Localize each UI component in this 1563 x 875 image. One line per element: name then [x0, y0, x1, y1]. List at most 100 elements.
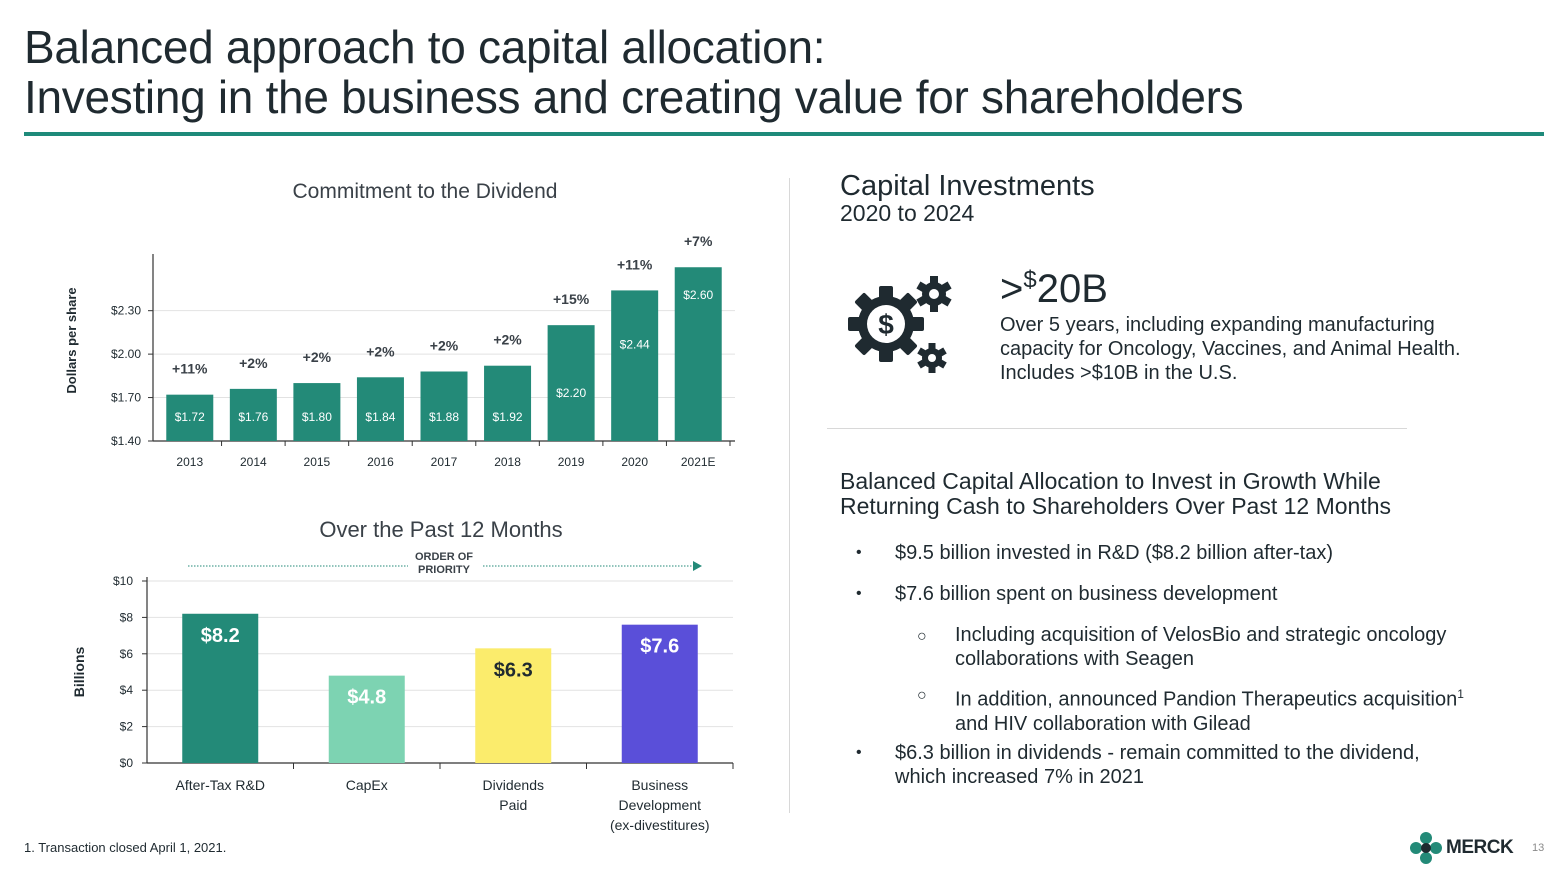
chart1-bar [547, 325, 595, 441]
chart2-ytick-label: $0 [120, 756, 134, 770]
chart2-ylabel: Billions [71, 647, 87, 698]
chart1-title: Commitment to the Dividend [293, 180, 558, 203]
chart2-category-label: After-Tax R&D [176, 777, 265, 793]
chart2-category-label: CapEx [346, 777, 388, 793]
chart1-bar [293, 383, 341, 441]
chart2-ytick-label: $4 [120, 683, 134, 697]
chart1-growth-label: +7% [684, 233, 713, 249]
footnote-ref: 1 [1457, 687, 1464, 701]
chart1-value-label: $1.80 [302, 410, 332, 424]
chart1-value-label: $1.88 [429, 410, 459, 424]
chart1-xtick-label: 2020 [621, 455, 648, 469]
chart1-bar [229, 388, 277, 441]
title-line-1: Balanced approach to capital allocation: [24, 21, 826, 73]
chart1-growth-label: +2% [430, 337, 459, 353]
bullet-text: $6.3 billion in dividends - remain commi… [895, 742, 1420, 788]
bullet-marker: • [856, 585, 862, 602]
chart1-xtick-label: 2015 [304, 455, 331, 469]
chart1-ytick-label: $1.40 [111, 434, 141, 448]
slide-title: Balanced approach to capital allocation:… [24, 21, 1244, 123]
chart2-bar [328, 675, 405, 763]
chart1-value-label: $1.76 [238, 410, 268, 424]
bullet-marker: • [856, 744, 862, 761]
chart2-value-label: $6.3 [494, 659, 533, 681]
amount-value: 20B [1036, 267, 1108, 311]
chart2-value-label: $8.2 [201, 625, 240, 647]
chart1-value-label: $2.20 [556, 386, 586, 400]
chart1-xtick-label: 2018 [494, 455, 521, 469]
chart2-category-label: Paid [499, 797, 527, 813]
sub-bullet-text: In addition, announced Pandion Therapeut… [955, 682, 1475, 736]
chart1-xtick-label: 2016 [367, 455, 394, 469]
chart2-ytick-label: $8 [120, 610, 134, 624]
chart1-growth-label: +2% [239, 355, 268, 371]
chart1-growth-label: +2% [493, 332, 522, 348]
capital-investments-title: Capital Investments [840, 170, 1095, 202]
chart1-value-label: $1.72 [175, 410, 205, 424]
chart1-ytick-label: $2.00 [111, 347, 141, 361]
chart2-bar [182, 613, 259, 763]
title-line-2: Investing in the business and creating v… [24, 71, 1244, 123]
chart1-xtick-label: 2019 [558, 455, 585, 469]
chart2-annotation-line2: PRIORITY [418, 564, 471, 576]
chart1-growth-label: +11% [172, 361, 208, 377]
pandion-text: In addition, announced Pandion Therapeut… [955, 688, 1458, 711]
chart2-category-label: Development [619, 797, 702, 813]
chart2-ytick-label: $2 [120, 720, 134, 734]
chart1-value-label: $1.84 [365, 410, 395, 424]
title-rule [24, 132, 1544, 136]
chart2-category-label: Dividends [483, 777, 544, 793]
chart1-bar [484, 365, 532, 441]
chart1-bar [611, 290, 659, 441]
amount-prefix: > [1000, 267, 1024, 311]
column-divider [789, 178, 790, 813]
capital-investment-description: Over 5 years, including expanding manufa… [1000, 314, 1461, 384]
merck-logo-icon [1410, 832, 1442, 864]
amount-currency: $ [1023, 266, 1037, 294]
merck-logo-text: MERCK [1446, 837, 1514, 858]
chart2-category-label: (ex-divestitures) [610, 817, 710, 833]
sub-bullet-text: Including acquisition of VelosBio and st… [955, 624, 1447, 670]
chart2-title: Over the Past 12 Months [319, 517, 562, 542]
bullet-text: $9.5 billion invested in R&D ($8.2 billi… [895, 542, 1333, 564]
chart1-xtick-label: 2013 [176, 455, 203, 469]
footnote: 1. Transaction closed April 1, 2021. [24, 840, 227, 855]
chart1-bar [420, 371, 468, 441]
chart1-growth-label: +2% [366, 343, 395, 359]
chart1-xtick-label: 2014 [240, 455, 267, 469]
chart1-bar [356, 377, 404, 441]
chart1-value-label: $2.60 [683, 288, 713, 302]
bullet-marker: • [856, 544, 862, 561]
dividend-chart: Commitment to the Dividend Dollars per sh… [64, 180, 735, 469]
page-number: 13 [1532, 842, 1545, 854]
gears-dollar-icon: $ [848, 276, 952, 373]
gilead-text: and HIV collaboration with Gilead [955, 712, 1251, 735]
chart2-priority-arrowhead [693, 561, 702, 571]
chart1-ytick-label: $1.70 [111, 391, 141, 405]
chart2-bar [621, 624, 698, 763]
chart1-xtick-label: 2017 [431, 455, 458, 469]
chart2-value-label: $7.6 [640, 636, 679, 658]
bullet-text: $7.6 billion spent on business developme… [895, 583, 1278, 605]
chart1-bar [166, 394, 214, 441]
sub-bullet-marker: ○ [917, 628, 927, 645]
chart1-value-label: $2.44 [620, 337, 650, 351]
chart1-growth-label: +15% [553, 291, 590, 307]
chart1-ytick-label: $2.30 [111, 304, 141, 318]
chart1-xtick-label: 2021E [681, 455, 716, 469]
chart1-value-label: $1.92 [493, 410, 523, 424]
chart1-ylabel: Dollars per share [64, 287, 79, 393]
svg-text:$: $ [878, 309, 894, 340]
capital-investment-amount: >$20B [1000, 265, 1108, 313]
section-divider [827, 428, 1407, 429]
chart2-value-label: $4.8 [347, 687, 386, 709]
chart2-annotation-line1: ORDER OF [415, 551, 473, 563]
chart2-bar [475, 648, 552, 763]
chart2-category-label: Business [631, 777, 688, 793]
chart2-ytick-label: $6 [120, 647, 134, 661]
capital-investments-subtitle: 2020 to 2024 [840, 200, 975, 226]
chart2-ytick-label: $10 [113, 574, 133, 588]
chart1-growth-label: +2% [303, 349, 332, 365]
sub-bullet-marker: ○ [917, 687, 927, 704]
